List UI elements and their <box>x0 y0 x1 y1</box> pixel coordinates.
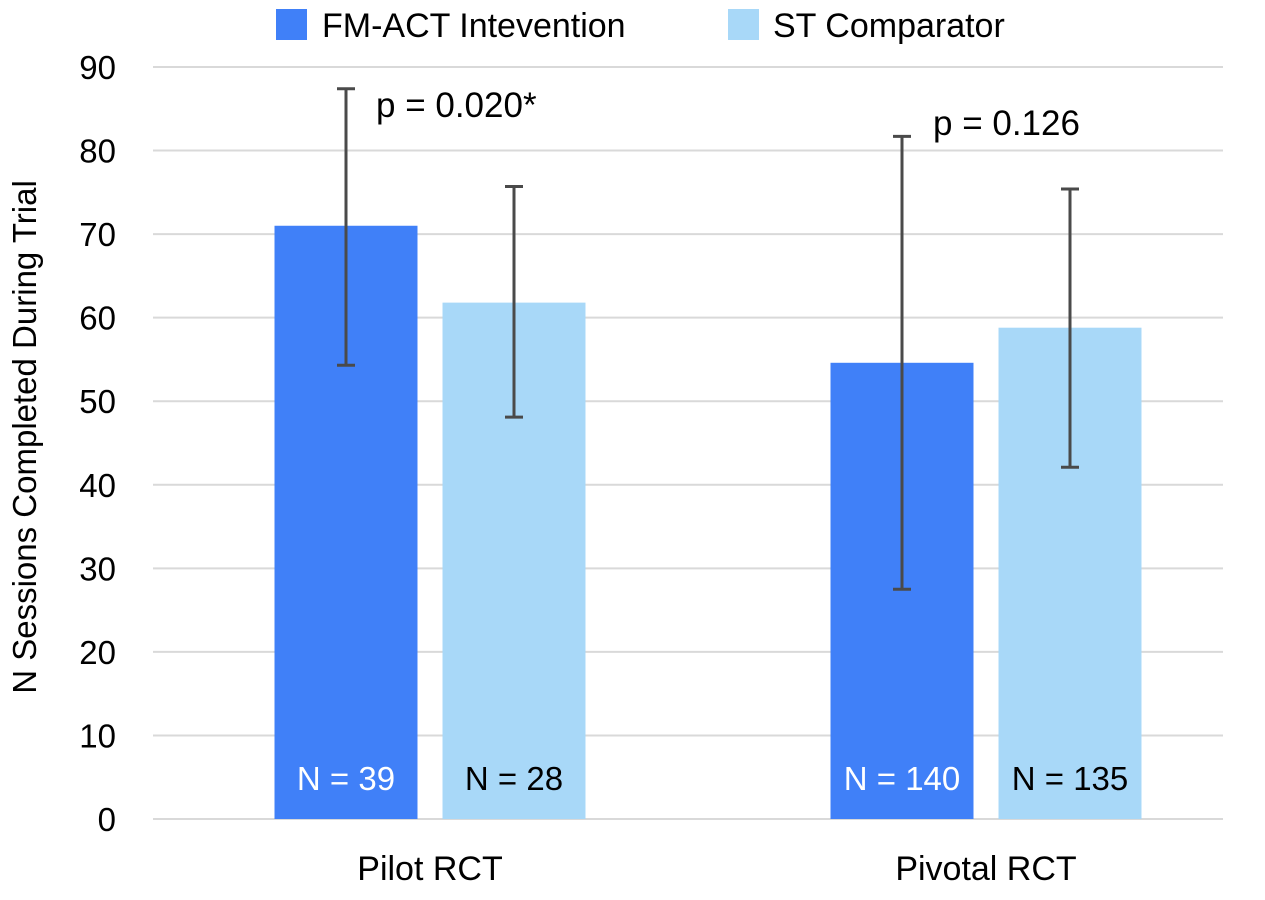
legend: FM-ACT Intevention ST Comparator <box>276 7 1005 45</box>
y-tick-label: 70 <box>79 216 116 253</box>
annotations: p = 0.020* p = 0.126 <box>376 86 1080 143</box>
x-category-label: Pilot RCT <box>357 850 502 888</box>
n-label: N = 28 <box>465 760 563 797</box>
n-labels: N = 39 N = 140 N = 28 N = 135 <box>297 760 1128 797</box>
y-tick-label: 0 <box>98 801 116 838</box>
legend-label: ST Comparator <box>773 7 1005 45</box>
x-category-label: Pivotal RCT <box>895 850 1076 888</box>
error-bar <box>893 134 911 591</box>
error-bar <box>1061 187 1079 469</box>
y-tick-label: 10 <box>79 717 116 754</box>
y-tick-label: 80 <box>79 133 116 170</box>
error-bars <box>337 87 1079 591</box>
bars <box>274 225 1142 819</box>
y-tick-label: 20 <box>79 634 116 671</box>
x-axis-categories: Pilot RCT Pivotal RCT <box>357 850 1076 888</box>
y-tick-label: 90 <box>79 49 116 86</box>
y-tick-label: 60 <box>79 300 116 337</box>
y-tick-label: 40 <box>79 467 116 504</box>
error-bar <box>505 184 523 419</box>
p-value-annotation: p = 0.020* <box>376 86 537 125</box>
y-tick-label: 50 <box>79 383 116 420</box>
error-bar <box>337 87 355 367</box>
legend-swatch <box>276 9 307 40</box>
legend-label: FM-ACT Intevention <box>322 7 626 45</box>
n-label: N = 140 <box>844 760 961 797</box>
y-tick-label: 30 <box>79 550 116 587</box>
legend-swatch <box>728 9 759 40</box>
n-label: N = 135 <box>1012 760 1129 797</box>
y-axis-title: N Sessions Completed During Trial <box>6 180 43 694</box>
p-value-annotation: p = 0.126 <box>933 104 1080 143</box>
y-axis-ticks: 0 10 20 30 40 50 60 70 80 90 <box>79 49 116 838</box>
n-label: N = 39 <box>297 760 395 797</box>
